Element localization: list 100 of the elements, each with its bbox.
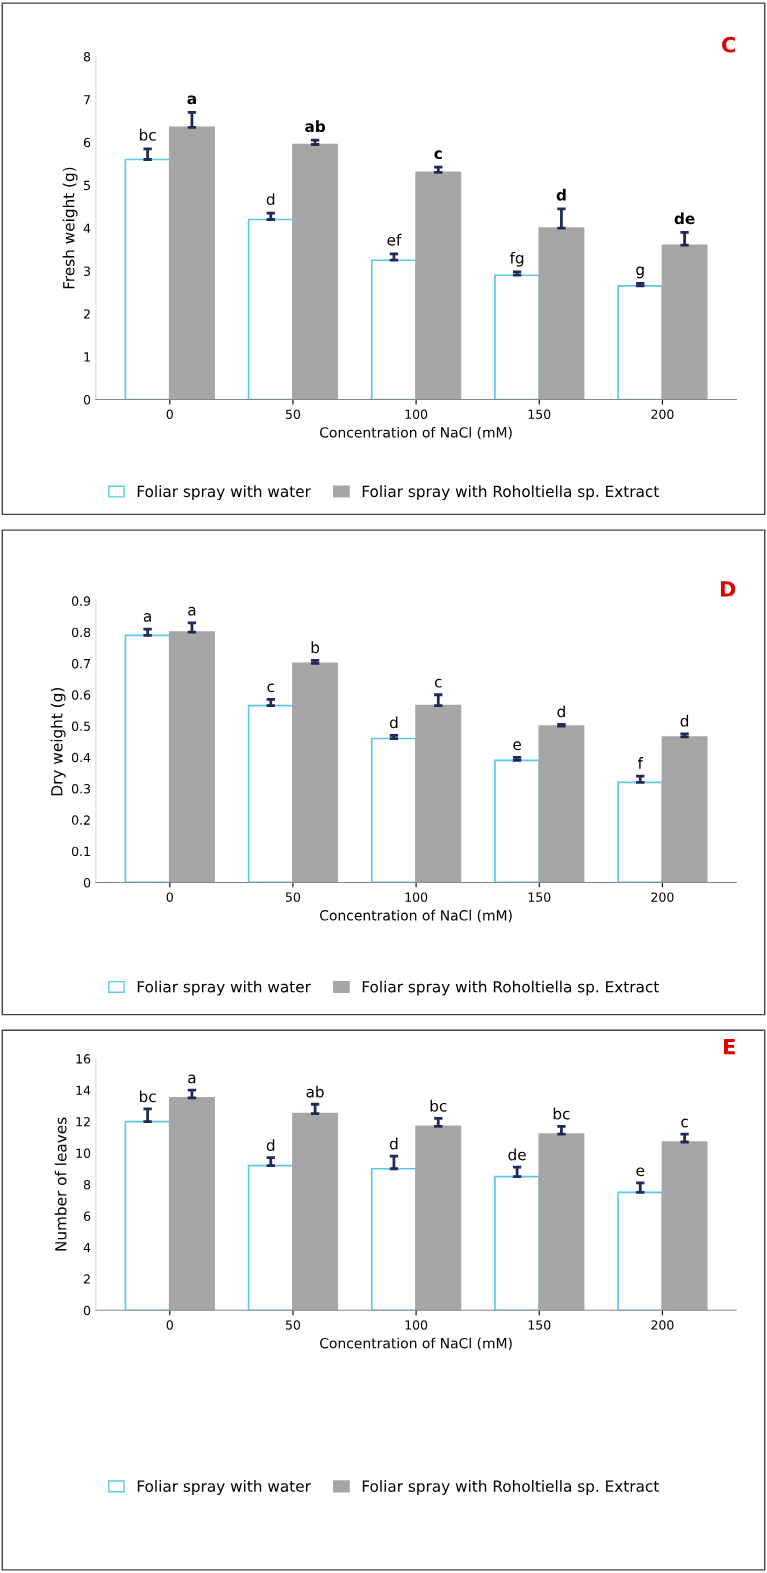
data-label: g <box>636 266 644 279</box>
y-tick-label: 0 <box>83 877 91 888</box>
bar <box>494 759 541 883</box>
chart-title: D <box>720 581 736 597</box>
y-tick-label: 8 <box>83 52 91 62</box>
bar <box>617 1191 664 1311</box>
x-tick-label: 150 <box>528 892 551 902</box>
data-label: ef <box>387 233 402 246</box>
x-tick-label: 100 <box>405 409 428 419</box>
data-label: d <box>556 188 566 201</box>
x-tick-label: 200 <box>651 892 674 902</box>
x-axis-title: Concentration of NaCl (mM) <box>320 909 512 923</box>
bar <box>661 244 708 400</box>
data-label: a <box>188 606 196 616</box>
x-tick-label: 100 <box>405 892 428 902</box>
y-tick-label: 16 <box>76 1054 91 1064</box>
y-tick-label: 0 <box>83 1305 91 1316</box>
bar <box>494 274 541 400</box>
bar <box>168 631 215 883</box>
bar <box>168 1097 215 1311</box>
bar <box>661 736 708 883</box>
bar <box>538 1133 585 1311</box>
x-tick-label: 200 <box>651 1320 674 1330</box>
data-label: e <box>513 741 521 751</box>
bar <box>124 634 171 883</box>
data-label: d <box>266 1139 275 1151</box>
x-tick-label: 0 <box>166 892 173 902</box>
data-label: a <box>187 95 196 105</box>
legend-label: Foliar spray with Roholtiella sp. Extract <box>362 485 659 501</box>
x-tick-label: 50 <box>285 1320 301 1330</box>
y-tick-label: 4 <box>83 223 91 233</box>
y-axis-title: Number of leaves <box>54 1117 67 1251</box>
data-label: fg <box>509 251 524 267</box>
y-tick-label: 14 <box>76 1085 91 1095</box>
bar <box>415 704 462 883</box>
bar <box>292 143 339 400</box>
bar <box>168 126 215 400</box>
y-tick-label: 6 <box>83 1211 91 1221</box>
y-axis-title: Fresh weight (g) <box>62 167 78 289</box>
y-tick-label: 7 <box>84 95 90 105</box>
data-label: de <box>674 212 695 225</box>
bar <box>494 1175 541 1311</box>
data-label: a <box>188 1074 196 1084</box>
y-tick-label: 0.2 <box>71 815 90 825</box>
data-label: c <box>681 1118 688 1128</box>
data-label: d <box>389 716 398 729</box>
x-tick-label: 200 <box>651 409 674 419</box>
bar <box>370 737 417 883</box>
chart-title: C <box>722 36 735 53</box>
x-axis-title: Concentration of NaCl (mM) <box>320 1337 512 1351</box>
y-tick-label: 0.3 <box>71 784 91 794</box>
y-axis-title: Dry weight (g) <box>50 688 66 796</box>
y-tick-label: 0.6 <box>71 690 91 700</box>
bar <box>370 259 417 400</box>
bar <box>370 1167 417 1311</box>
data-label: bc <box>430 1099 447 1112</box>
y-tick-label: 2 <box>83 309 90 319</box>
y-tick-label: 8 <box>83 1179 91 1190</box>
x-tick-label: 150 <box>528 1320 551 1330</box>
legend-label: Foliar spray with Roholtiella sp. Extract <box>362 980 659 996</box>
legend-label: Foliar spray with water <box>137 1480 311 1495</box>
y-tick-label: 0.4 <box>71 752 91 763</box>
bar <box>538 227 585 400</box>
data-label: d <box>557 705 565 718</box>
bar <box>661 1141 708 1311</box>
bar <box>415 1125 462 1311</box>
y-tick-label: 0.8 <box>71 627 91 638</box>
data-label: d <box>680 714 689 727</box>
bar <box>124 158 171 400</box>
y-tick-label: 0.1 <box>71 846 90 857</box>
bar <box>247 218 294 400</box>
data-label: bc <box>139 128 156 141</box>
y-tick-label: 4 <box>83 1243 91 1253</box>
x-tick-label: 150 <box>528 409 551 419</box>
bar <box>415 171 462 400</box>
data-label: f <box>637 757 644 769</box>
y-tick-label: 0.7 <box>71 658 90 669</box>
legend-label: Foliar spray with water <box>137 980 311 996</box>
bar <box>617 781 664 883</box>
data-label: c <box>267 683 275 693</box>
bar <box>124 1120 171 1311</box>
x-tick-label: 50 <box>285 892 301 902</box>
data-label: c <box>434 150 442 160</box>
data-label: de <box>508 1148 526 1161</box>
y-tick-label: 6 <box>83 137 91 148</box>
data-label: e <box>636 1167 645 1177</box>
bar <box>292 1112 339 1311</box>
y-tick-label: 2 <box>83 1274 90 1284</box>
x-tick-label: 50 <box>285 409 301 419</box>
y-tick-label: 0.5 <box>71 721 90 731</box>
y-tick-label: 0 <box>83 395 91 405</box>
x-tick-label: 100 <box>405 1320 428 1330</box>
x-tick-label: 0 <box>166 409 173 419</box>
data-label: ab <box>305 120 326 133</box>
bar <box>292 662 339 883</box>
data-label: d <box>266 193 275 205</box>
x-tick-label: 0 <box>166 1320 173 1330</box>
bar <box>617 285 664 400</box>
x-axis-title: Concentration of NaCl (mM) <box>320 426 512 440</box>
chart-title: E <box>724 1039 735 1055</box>
